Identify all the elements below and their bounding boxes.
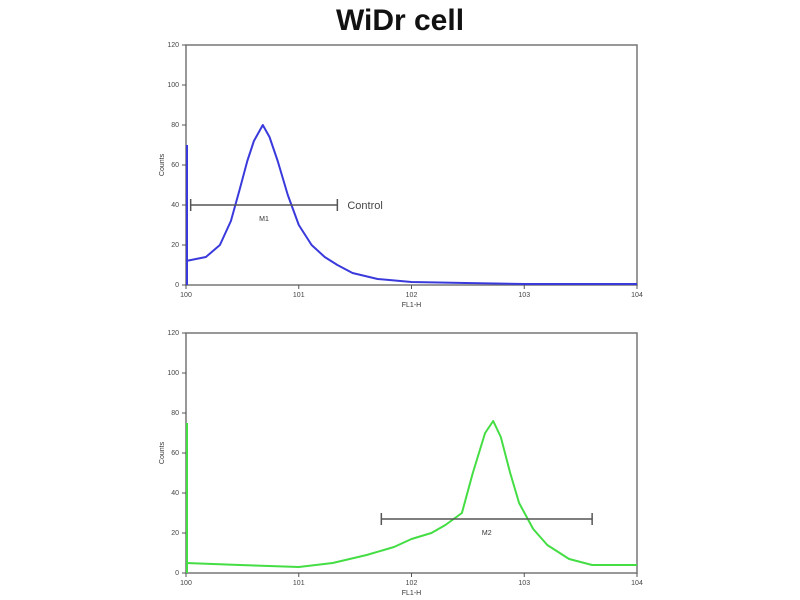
- plot-frame: [185, 44, 638, 286]
- gate-label: M1: [259, 216, 269, 223]
- y-tick-label: 20: [171, 530, 179, 537]
- y-tick-label: 80: [171, 410, 179, 417]
- control-annotation: Control: [347, 200, 382, 212]
- gate-label: M2: [482, 530, 492, 537]
- y-tick-label: 120: [167, 42, 179, 49]
- x-tick-label: 103: [518, 292, 530, 299]
- histogram-line: [185, 420, 637, 568]
- x-tick-label: 102: [406, 292, 418, 299]
- y-tick-label: 0: [175, 570, 179, 577]
- x-axis-label: FL1-H: [402, 302, 421, 309]
- x-tick-label: 104: [631, 292, 643, 299]
- x-tick-label: 100: [180, 580, 192, 587]
- x-tick-label: 104: [631, 580, 643, 587]
- x-tick-label: 101: [293, 292, 305, 299]
- y-tick-label: 120: [167, 330, 179, 337]
- y-axis-label: Counts: [159, 153, 166, 176]
- x-axis-label: FL1-H: [402, 590, 421, 597]
- x-tick-label: 103: [518, 580, 530, 587]
- y-tick-label: 20: [171, 242, 179, 249]
- y-tick-label: 0: [175, 282, 179, 289]
- x-tick-label: 101: [293, 580, 305, 587]
- y-tick-label: 40: [171, 202, 179, 209]
- y-tick-label: 100: [167, 82, 179, 89]
- x-tick-label: 102: [406, 580, 418, 587]
- y-tick-label: 60: [171, 450, 179, 457]
- plot-frame: [185, 332, 638, 574]
- y-tick-label: 100: [167, 370, 179, 377]
- x-tick-label: 100: [180, 292, 192, 299]
- histogram-line: [185, 124, 637, 285]
- chart-title: WiDr cell: [335, 4, 465, 37]
- y-tick-label: 60: [171, 162, 179, 169]
- y-tick-label: 80: [171, 122, 179, 129]
- y-tick-label: 40: [171, 490, 179, 497]
- y-axis-label: Counts: [159, 441, 166, 464]
